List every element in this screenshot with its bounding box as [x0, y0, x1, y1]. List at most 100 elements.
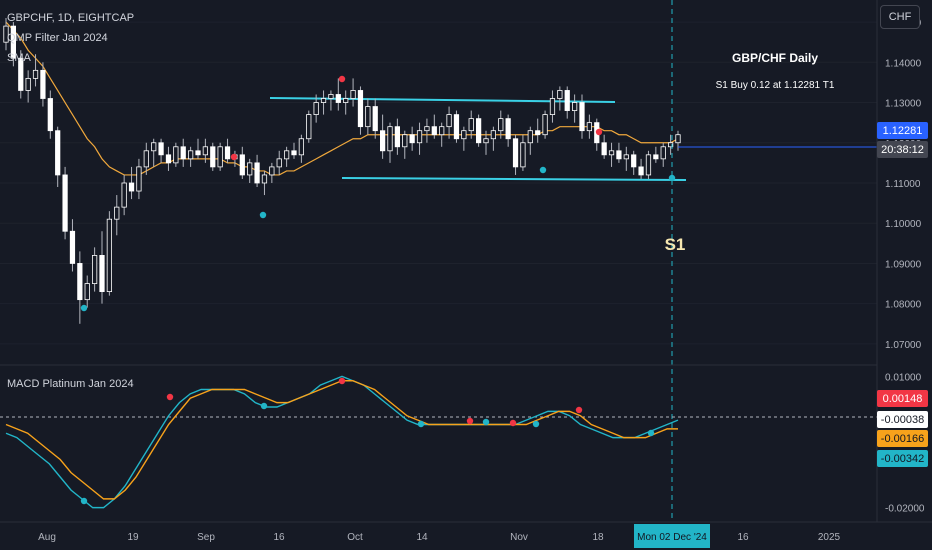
candle-down: [10, 25, 16, 59]
candle-down: [195, 150, 201, 156]
candle-up: [416, 130, 423, 144]
candle-down: [409, 134, 415, 144]
candle-up: [527, 130, 533, 144]
macd-signal-dot: [338, 377, 346, 385]
candle-up: [343, 98, 349, 103]
candle-up: [572, 102, 578, 111]
candle-down: [394, 126, 400, 148]
candle-down: [165, 154, 172, 164]
macd-signal-dot: [80, 497, 88, 505]
candle-down: [379, 130, 386, 152]
candle-up: [542, 114, 548, 136]
countdown-tag: 20:38:12: [877, 141, 928, 158]
candle-down: [512, 138, 519, 168]
time-tick-label: Sep: [197, 532, 215, 543]
candle-up: [446, 114, 452, 128]
candlesticks: [3, 18, 681, 324]
candle-down: [579, 102, 585, 132]
candle-down: [180, 146, 186, 160]
candle-up: [668, 142, 674, 148]
crosshair-date-label-bg: [634, 524, 710, 548]
candle-down: [535, 130, 541, 136]
macd-cross-signals: [80, 377, 655, 505]
candle-up: [549, 98, 556, 115]
qmp-filter-legend[interactable]: QMP Filter Jan 2024: [7, 32, 108, 44]
candle-up: [468, 118, 474, 132]
price-tick-label: 1.08000: [885, 300, 922, 311]
time-tick-label: 2025: [818, 532, 841, 543]
candle-up: [439, 126, 445, 136]
candle-up: [483, 138, 489, 144]
candle-up: [143, 150, 149, 168]
time-tick-label: 16: [737, 532, 749, 543]
candle-up: [106, 218, 112, 293]
macd-signal-dot: [575, 406, 583, 414]
candle-down: [254, 162, 260, 184]
macd-signal-dot: [260, 402, 268, 410]
time-tick-label: Oct: [347, 532, 363, 543]
candle-down: [372, 106, 378, 132]
candle-up: [283, 150, 290, 160]
candle-up: [660, 146, 666, 160]
candle-up: [320, 98, 327, 103]
candle-up: [25, 77, 31, 91]
candle-up: [202, 146, 209, 156]
candle-up: [586, 122, 593, 132]
sma-line: [5, 21, 679, 176]
candle-up: [365, 106, 371, 128]
candle-up: [557, 90, 563, 99]
candle-down: [431, 126, 437, 136]
candle-up: [645, 154, 652, 176]
candle-up: [269, 166, 275, 176]
signal-dot: [230, 153, 238, 161]
macd-tag-4: -0.00342: [877, 450, 928, 467]
candle-up: [387, 126, 393, 152]
currency-button[interactable]: CHF: [880, 5, 920, 29]
candle-up: [173, 146, 179, 164]
candle-up: [136, 166, 142, 192]
candle-up: [490, 130, 496, 140]
macd-tick-label: 0.01000: [885, 372, 922, 383]
candle-down: [564, 90, 570, 111]
time-tick-label: Nov: [510, 532, 528, 543]
resistance-line[interactable]: [269, 97, 616, 103]
support-resistance-lines[interactable]: [269, 97, 687, 181]
trade-annotation: S1 Buy 0.12 at 1.12281 T1: [716, 80, 835, 91]
candle-down: [40, 69, 46, 99]
symbol-legend[interactable]: GBPCHF, 1D, EIGHTCAP: [7, 12, 135, 24]
candle-down: [631, 154, 637, 168]
signal-dot: [80, 304, 88, 312]
candle-up: [32, 69, 39, 79]
macd-tag-3: -0.00166: [877, 430, 928, 447]
candle-up: [84, 283, 90, 301]
price-tick-label: 1.13000: [885, 99, 922, 110]
signal-dot: [259, 211, 267, 219]
candle-down: [475, 118, 482, 144]
macd-legend[interactable]: MACD Platinum Jan 2024: [7, 378, 134, 390]
crosshair-date-label: Mon 02 Dec '24: [637, 532, 707, 543]
macd-signal-dot: [509, 419, 517, 427]
candle-up: [114, 206, 120, 220]
macd-signal-dot: [417, 420, 425, 428]
candle-down: [653, 154, 659, 160]
macd-tick-label: -0.02000: [885, 504, 925, 515]
macd-signal-dot: [482, 418, 490, 426]
time-axis[interactable]: Aug 19 Sep 16 Oct 14 Nov 18 16 2025: [38, 532, 840, 543]
time-tick-label: 16: [273, 532, 285, 543]
s1-marker: S1: [665, 235, 686, 254]
candle-down: [453, 114, 460, 140]
chart-title: GBP/CHF Daily: [732, 51, 818, 65]
candle-up: [187, 150, 194, 160]
sma-legend[interactable]: SMA: [7, 52, 31, 64]
candle-up: [424, 126, 430, 132]
candle-up: [121, 182, 127, 208]
price-tick-label: 1.14000: [885, 58, 922, 69]
signal-dot: [595, 128, 603, 136]
time-tick-label: Aug: [38, 532, 56, 543]
candle-down: [505, 118, 511, 140]
candle-up: [306, 114, 312, 140]
support-line[interactable]: [341, 177, 687, 181]
candle-down: [47, 98, 53, 132]
candle-up: [3, 25, 9, 43]
